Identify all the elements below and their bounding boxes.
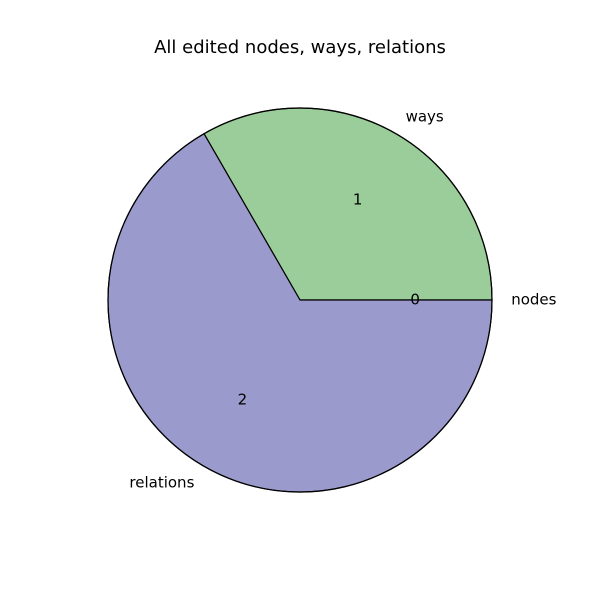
pie-label-nodes: nodes (511, 291, 556, 309)
chart-title: All edited nodes, ways, relations (154, 37, 446, 58)
pie-label-ways: ways (406, 108, 444, 126)
pie-labels: nodes 0 ways 1 relations 2 (129, 108, 556, 492)
pie-value-relations: 2 (238, 390, 248, 408)
pie-slices (107, 107, 493, 493)
pie-outline (107, 107, 493, 493)
pie-label-relations: relations (129, 473, 194, 491)
pie-value-ways: 1 (353, 191, 363, 209)
pie-value-nodes: 0 (410, 291, 420, 309)
